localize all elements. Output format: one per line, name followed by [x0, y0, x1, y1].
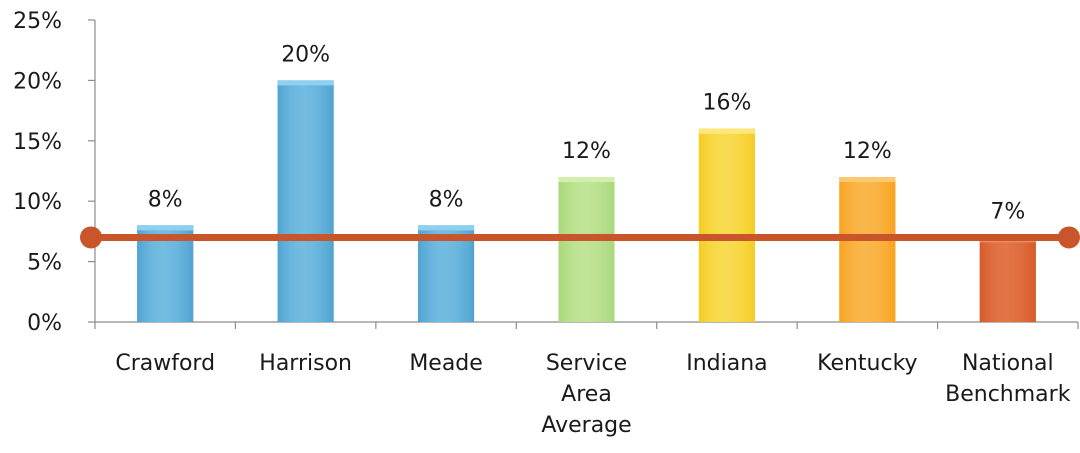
bar-data-label: 8%: [429, 187, 464, 212]
bar-shine: [839, 177, 896, 322]
benchmark-line: [80, 226, 1080, 249]
bar-top-bevel: [277, 80, 334, 86]
x-category-label-line: Service: [546, 351, 627, 376]
bar-shine: [137, 225, 194, 322]
y-tick-label: 5%: [27, 251, 62, 276]
x-category-label: Harrison: [259, 351, 352, 376]
bar-shine: [698, 128, 755, 322]
bar-shine: [277, 80, 334, 323]
bar-shine: [558, 177, 615, 322]
x-category-label-line: Crawford: [115, 351, 215, 376]
x-category-label: Crawford: [115, 351, 215, 376]
x-category-label-line: Indiana: [686, 351, 767, 376]
x-category-label-line: Benchmark: [945, 382, 1071, 407]
bar-series: [137, 80, 1036, 323]
bar: [979, 237, 1036, 322]
y-axis-ticks: 0% 5% 10% 15% 20% 25%: [13, 9, 95, 336]
benchmark-line-end-marker: [1058, 226, 1080, 249]
bar-top-bevel: [698, 128, 755, 134]
bar-top-bevel: [137, 225, 194, 231]
bar-data-label: 16%: [702, 91, 751, 116]
bar-data-label: 20%: [281, 42, 330, 67]
bar-top-bevel: [558, 177, 615, 183]
bar: [558, 177, 615, 322]
bar-data-label: 8%: [148, 187, 183, 212]
bar: [698, 128, 755, 322]
y-tick-label: 20%: [13, 69, 62, 94]
x-category-label: Service Area Average: [541, 351, 631, 438]
bar-shine: [418, 225, 475, 322]
x-category-label-line: Meade: [409, 351, 483, 376]
y-tick-label: 15%: [13, 130, 62, 155]
bar-top-bevel: [839, 177, 896, 183]
x-category-label: Indiana: [686, 351, 767, 376]
category-labels: Crawford Harrison Meade Service Area Average I…: [115, 351, 1070, 438]
x-category-label: Meade: [409, 351, 483, 376]
bar: [277, 80, 334, 323]
x-category-label-line: Harrison: [259, 351, 352, 376]
bar-shine: [979, 237, 1036, 322]
bar: [137, 225, 194, 322]
x-category-label-line: Area: [561, 382, 612, 407]
x-category-label-line: National: [962, 351, 1054, 376]
bar-data-label: 12%: [562, 139, 611, 164]
x-category-label-line: Average: [541, 413, 631, 438]
bar: [418, 225, 475, 322]
y-tick-label: 25%: [13, 9, 62, 34]
x-category-label-line: Kentucky: [817, 351, 917, 376]
bar: [839, 177, 896, 322]
y-tick-label: 10%: [13, 190, 62, 215]
benchmark-line-start-marker: [80, 226, 102, 249]
y-tick-label: 0%: [27, 311, 62, 336]
bar-top-bevel: [418, 225, 475, 231]
bar-data-label: 7%: [990, 199, 1025, 224]
data-labels: 8% 20% 8% 12% 16% 12% 7%: [148, 42, 1025, 224]
x-category-label: Kentucky: [817, 351, 917, 376]
bar-data-label: 12%: [843, 139, 892, 164]
x-category-label: National Benchmark: [945, 351, 1071, 407]
